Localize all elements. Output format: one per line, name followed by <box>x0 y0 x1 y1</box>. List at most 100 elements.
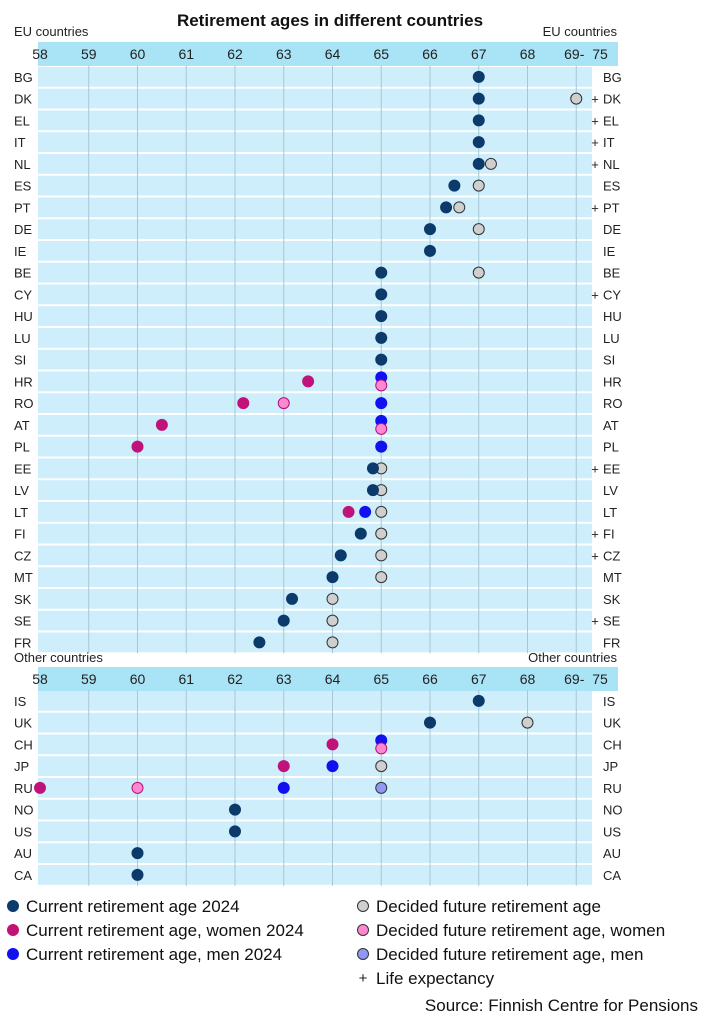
row-uk: UK UK <box>14 716 621 731</box>
legend-marker <box>7 900 19 912</box>
row-lv: LV LV <box>14 483 618 498</box>
country-label-left: EE <box>14 461 32 476</box>
country-label-right: EL <box>603 113 619 128</box>
row-band <box>38 219 592 239</box>
country-label-left: US <box>14 824 32 839</box>
panel-name-left: EU countries <box>14 24 89 39</box>
country-label-left: LU <box>14 331 31 346</box>
row-band <box>38 88 592 109</box>
current-point <box>472 694 485 707</box>
future-point <box>375 760 388 773</box>
legend-item-current-men: Current retirement age, men 2024 <box>7 945 282 964</box>
current-women-point <box>155 418 168 431</box>
current-women-point <box>34 781 46 794</box>
panel-eu: EU countries EU countries 58 59 60 61 62 63 64 65… <box>14 24 623 654</box>
country-label-right: CH <box>603 737 622 752</box>
country-label-right: PL <box>603 440 619 455</box>
life-expectancy-marker: + <box>591 287 599 302</box>
legend-marker <box>7 924 19 936</box>
current-point <box>472 114 485 127</box>
row-bg: BG BG <box>14 70 622 85</box>
country-label-left: RU <box>14 781 33 796</box>
country-label-right: IS <box>603 694 616 709</box>
tick-label: 69- <box>564 671 585 687</box>
chart-source: Source: Finnish Centre for Pensions <box>425 996 698 1015</box>
row-jp: JP JP <box>14 759 618 774</box>
life-expectancy-marker: + <box>591 135 599 150</box>
current-point <box>131 847 144 860</box>
row-band <box>38 734 592 755</box>
current-point <box>472 157 485 170</box>
country-label-left: CA <box>14 868 32 883</box>
country-label-right: BE <box>603 266 621 281</box>
future-point <box>472 266 485 279</box>
country-label-right: DE <box>603 222 621 237</box>
current-point <box>131 868 144 881</box>
country-label-right: CA <box>603 868 621 883</box>
country-label-right: LU <box>603 331 620 346</box>
tick-label: 67 <box>471 671 487 687</box>
chart-panels: EU countries EU countries 58 59 60 61 62 63 64 65… <box>14 24 623 886</box>
tick-label: 59 <box>81 46 97 62</box>
country-label-left: BG <box>14 70 33 85</box>
row-band <box>38 154 592 174</box>
row-ru: RU RU <box>14 781 622 796</box>
current-men-point <box>326 760 339 773</box>
row-band <box>38 306 592 326</box>
row-band <box>38 589 592 609</box>
country-label-left: MT <box>14 570 33 585</box>
row-band <box>38 821 592 842</box>
current-men-point <box>359 505 372 518</box>
row-nl: NL NL + <box>14 157 620 172</box>
tick-label: 65 <box>373 671 389 687</box>
row-us: US US <box>14 824 621 839</box>
row-be: BE BE <box>14 266 621 281</box>
row-band <box>38 132 592 152</box>
row-pl: PL PL <box>14 440 619 455</box>
country-label-left: SI <box>14 353 26 368</box>
current-men-point <box>375 440 388 453</box>
legend-marker <box>7 948 19 960</box>
row-au: AU AU <box>14 846 621 861</box>
row-ie: IE IE <box>14 244 616 259</box>
current-point <box>277 614 290 627</box>
tick-label: 58 <box>32 671 48 687</box>
row-ro: RO RO <box>14 396 623 411</box>
future-point <box>570 92 583 105</box>
tick-label: 58 <box>32 46 48 62</box>
current-point <box>424 244 436 257</box>
legend-label: Current retirement age, women 2024 <box>26 921 304 940</box>
future-women-point <box>277 397 290 410</box>
row-band <box>38 458 592 479</box>
tick-label: 61 <box>178 671 194 687</box>
row-lu: LU LU <box>14 331 620 346</box>
row-band <box>38 865 592 885</box>
axis-band <box>38 667 618 691</box>
row-is: IS IS <box>14 694 616 709</box>
row-band <box>38 502 592 522</box>
current-point <box>366 462 379 475</box>
country-label-left: AT <box>14 418 30 433</box>
current-point <box>448 179 461 192</box>
legend-item-future: Decided future retirement age <box>357 897 601 916</box>
current-point <box>366 484 379 497</box>
future-point <box>472 223 485 236</box>
tick-label: 68 <box>520 671 536 687</box>
tick-label: 66 <box>422 46 438 62</box>
country-label-right: SE <box>603 614 621 629</box>
country-label-right: UK <box>603 716 621 731</box>
future-point <box>375 549 388 562</box>
future-point <box>375 571 388 584</box>
tick-label: 64 <box>325 671 341 687</box>
current-point <box>375 353 388 366</box>
legend-item-future-men: Decided future retirement age, men <box>357 945 643 964</box>
row-pt: PT PT + <box>14 200 620 215</box>
row-band <box>38 610 592 631</box>
legend-label: Current retirement age, men 2024 <box>26 945 282 964</box>
future-point <box>375 527 388 540</box>
current-point <box>472 70 485 83</box>
row-band <box>38 67 592 87</box>
tick-label: 66 <box>422 671 438 687</box>
current-point <box>253 636 266 649</box>
country-label-right: IT <box>603 135 615 150</box>
